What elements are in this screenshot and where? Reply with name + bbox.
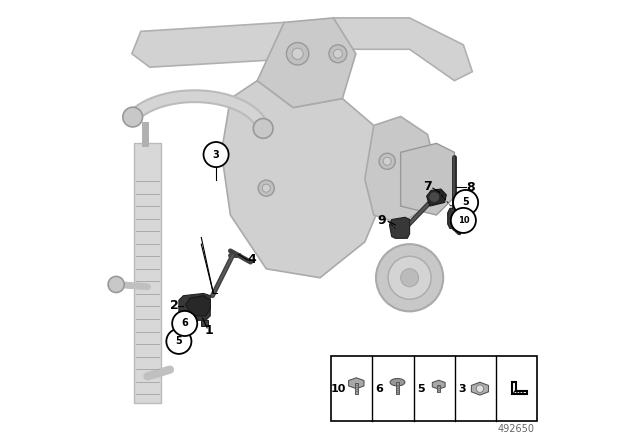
Text: 4: 4 — [248, 253, 256, 267]
Circle shape — [429, 192, 440, 202]
Circle shape — [287, 43, 309, 65]
Circle shape — [262, 184, 270, 192]
Text: 10: 10 — [331, 383, 346, 394]
Polygon shape — [179, 293, 210, 320]
Polygon shape — [512, 382, 527, 394]
Polygon shape — [202, 320, 208, 326]
Polygon shape — [432, 380, 445, 389]
Polygon shape — [134, 143, 161, 403]
Text: 3: 3 — [458, 383, 466, 394]
Circle shape — [383, 157, 391, 165]
Polygon shape — [186, 296, 210, 316]
Circle shape — [108, 276, 124, 293]
Circle shape — [204, 142, 228, 167]
Text: 1: 1 — [205, 323, 213, 337]
Ellipse shape — [390, 379, 405, 386]
Text: 6: 6 — [376, 383, 383, 394]
Polygon shape — [132, 22, 311, 67]
Circle shape — [123, 107, 143, 127]
Circle shape — [253, 119, 273, 138]
Polygon shape — [311, 18, 472, 81]
Text: 9: 9 — [378, 214, 386, 227]
Circle shape — [388, 256, 431, 299]
Text: 5: 5 — [417, 383, 424, 394]
Circle shape — [329, 45, 347, 63]
Polygon shape — [448, 208, 466, 228]
Bar — [355, 383, 358, 394]
Text: 10: 10 — [458, 216, 469, 225]
Circle shape — [172, 311, 197, 336]
Circle shape — [376, 244, 444, 311]
Circle shape — [292, 48, 303, 60]
Text: 5: 5 — [175, 336, 182, 346]
Polygon shape — [349, 378, 364, 389]
Circle shape — [451, 208, 476, 233]
Circle shape — [401, 269, 419, 287]
Polygon shape — [257, 18, 356, 108]
Text: 3: 3 — [212, 150, 220, 159]
Polygon shape — [427, 189, 446, 206]
Text: 8: 8 — [466, 181, 474, 194]
Polygon shape — [365, 116, 436, 224]
Polygon shape — [472, 382, 488, 395]
Text: 7: 7 — [423, 180, 432, 194]
Circle shape — [166, 329, 191, 354]
Polygon shape — [221, 81, 387, 278]
Text: 6: 6 — [181, 319, 188, 328]
Circle shape — [453, 190, 478, 215]
Text: 5: 5 — [462, 198, 469, 207]
Text: 2: 2 — [170, 299, 179, 312]
Circle shape — [258, 180, 275, 196]
Bar — [437, 385, 440, 392]
Circle shape — [333, 49, 342, 58]
Bar — [396, 382, 399, 394]
Circle shape — [379, 153, 396, 169]
Text: 492650: 492650 — [497, 424, 534, 434]
Circle shape — [476, 385, 484, 392]
Polygon shape — [401, 143, 454, 215]
Polygon shape — [389, 217, 410, 238]
Bar — [332, 356, 538, 421]
